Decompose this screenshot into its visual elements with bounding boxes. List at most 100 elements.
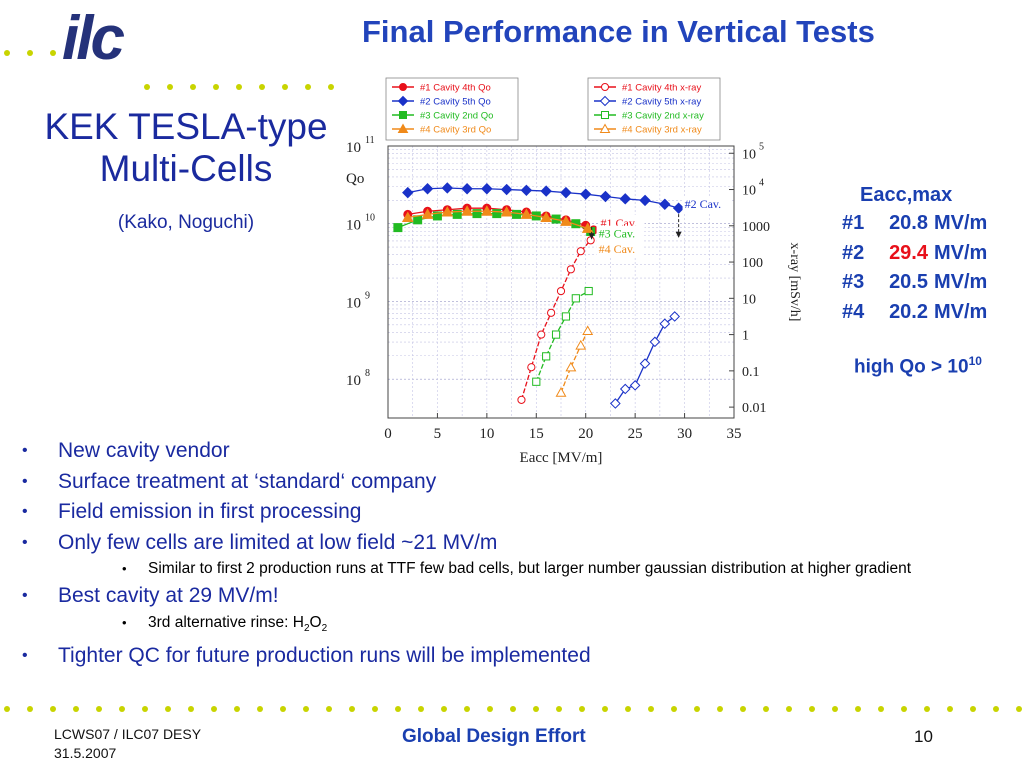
xray-data-point [556,286,566,296]
dot [144,84,150,90]
y-tick-exponent: 11 [365,135,375,146]
result-unit: MV/m [934,241,988,264]
result-row-1: #1 20.8 MV/m [842,209,1022,239]
result-value-highlight: 29.4 [889,241,928,264]
dot [418,706,424,712]
dot [211,706,217,712]
dot [970,706,976,712]
xray-data-point [669,311,680,322]
dot [763,706,769,712]
qo-data-point [520,208,533,219]
dot [395,706,401,712]
qo-data-point [472,209,482,219]
y-tick-exponent: 10 [365,213,375,224]
result-id: #1 [842,212,865,234]
y2-tick-label: 1 [742,329,749,344]
legend-qo-entry: #3 Cavity 2nd Qo [420,111,493,122]
xray-data-point [555,386,567,397]
dot [533,706,539,712]
legend-qo-marker [399,83,407,91]
high-qo-text: high Qo > 10 [854,356,969,378]
dot-divider-left [0,50,70,58]
dot [27,706,33,712]
plot-frame [387,145,735,419]
xray-data-point [582,325,594,336]
dot [349,706,355,712]
y2-tick-exponent: 4 [759,178,764,189]
bullet-item: Field emission in first processing [18,497,918,528]
dot [4,50,10,56]
slide-title: Final Performance in Vertical Tests [362,14,875,49]
dot [924,706,930,712]
y-axis-label: Qo [346,171,364,187]
y2-tick-label: 10 [742,184,756,199]
dot-divider-logo [140,84,340,92]
qo-series-line [407,210,588,229]
dot [947,706,953,712]
legend-xray-entry: #2 Cavity 5th x-ray [622,97,701,108]
xray-data-point [659,318,671,330]
qo-data-point [540,185,552,197]
qo-data-point [421,183,434,195]
xray-data-point [537,330,546,339]
bullet-item: Only few cells are limited at low field … [18,528,918,559]
dot [236,84,242,90]
qo-data-point [402,186,414,199]
dot [671,706,677,712]
dot [234,706,240,712]
xray-data-point [629,380,641,391]
dot [694,706,700,712]
annotation-arrowhead [675,231,682,238]
qo-data-point [393,223,403,233]
dot [878,706,884,712]
xray-data-point [586,236,595,245]
footer-event: LCWS07 / ILC07 DESY 31.5.2007 [54,725,201,763]
xray-data-point [565,361,577,372]
annotation-label: #3 Cav. [599,227,636,241]
qo-data-point [599,190,612,203]
y-tick-exponent: 9 [365,290,370,301]
dot [786,706,792,712]
qo-data-point [500,183,513,196]
xray-data-point [527,363,536,372]
dot [740,706,746,712]
dot [73,706,79,712]
legend-qo-entry: #1 Cavity 4th Qo [420,83,491,94]
dot [556,706,562,712]
qo-data-point [639,194,651,207]
annotation-bg [596,241,643,258]
y-tick-label: 10 [346,218,361,234]
annotation-bg [682,196,731,213]
legend-xray-marker [599,123,611,133]
high-qo-note: high Qo > 1010 [854,354,982,378]
dot [167,84,173,90]
x-tick-label: 5 [434,426,442,442]
dot [188,706,194,712]
xray-data-point [610,398,621,409]
y-tick-label: 10 [346,140,361,156]
dot [625,706,631,712]
qo-data-point [520,184,533,197]
footer-event-line1: LCWS07 / ILC07 DESY [54,726,202,742]
qo-data-point [540,211,553,222]
xray-data-point [532,377,541,386]
legend-qo-marker [397,95,409,107]
y-tick-exponent: 8 [365,368,370,379]
qo-data-point [560,186,572,199]
high-qo-exponent: 10 [968,354,982,368]
legend-xray-marker [599,95,611,107]
qo-data-point [441,206,454,217]
ilc-logo: ilc [62,4,125,73]
subscript: 2 [321,622,328,634]
xray-series-line [560,330,589,393]
dot [510,706,516,712]
xray-data-point [619,383,631,395]
qo-data-point [481,183,493,195]
result-id: #3 [842,271,865,293]
bullet-item: Tighter QC for future production runs wi… [18,641,918,672]
dot [579,706,585,712]
annotation-label: #2 Cav. [685,197,722,211]
annotation-arrowhead [588,233,595,240]
footer-event-line2: 31.5.2007 [54,745,117,761]
